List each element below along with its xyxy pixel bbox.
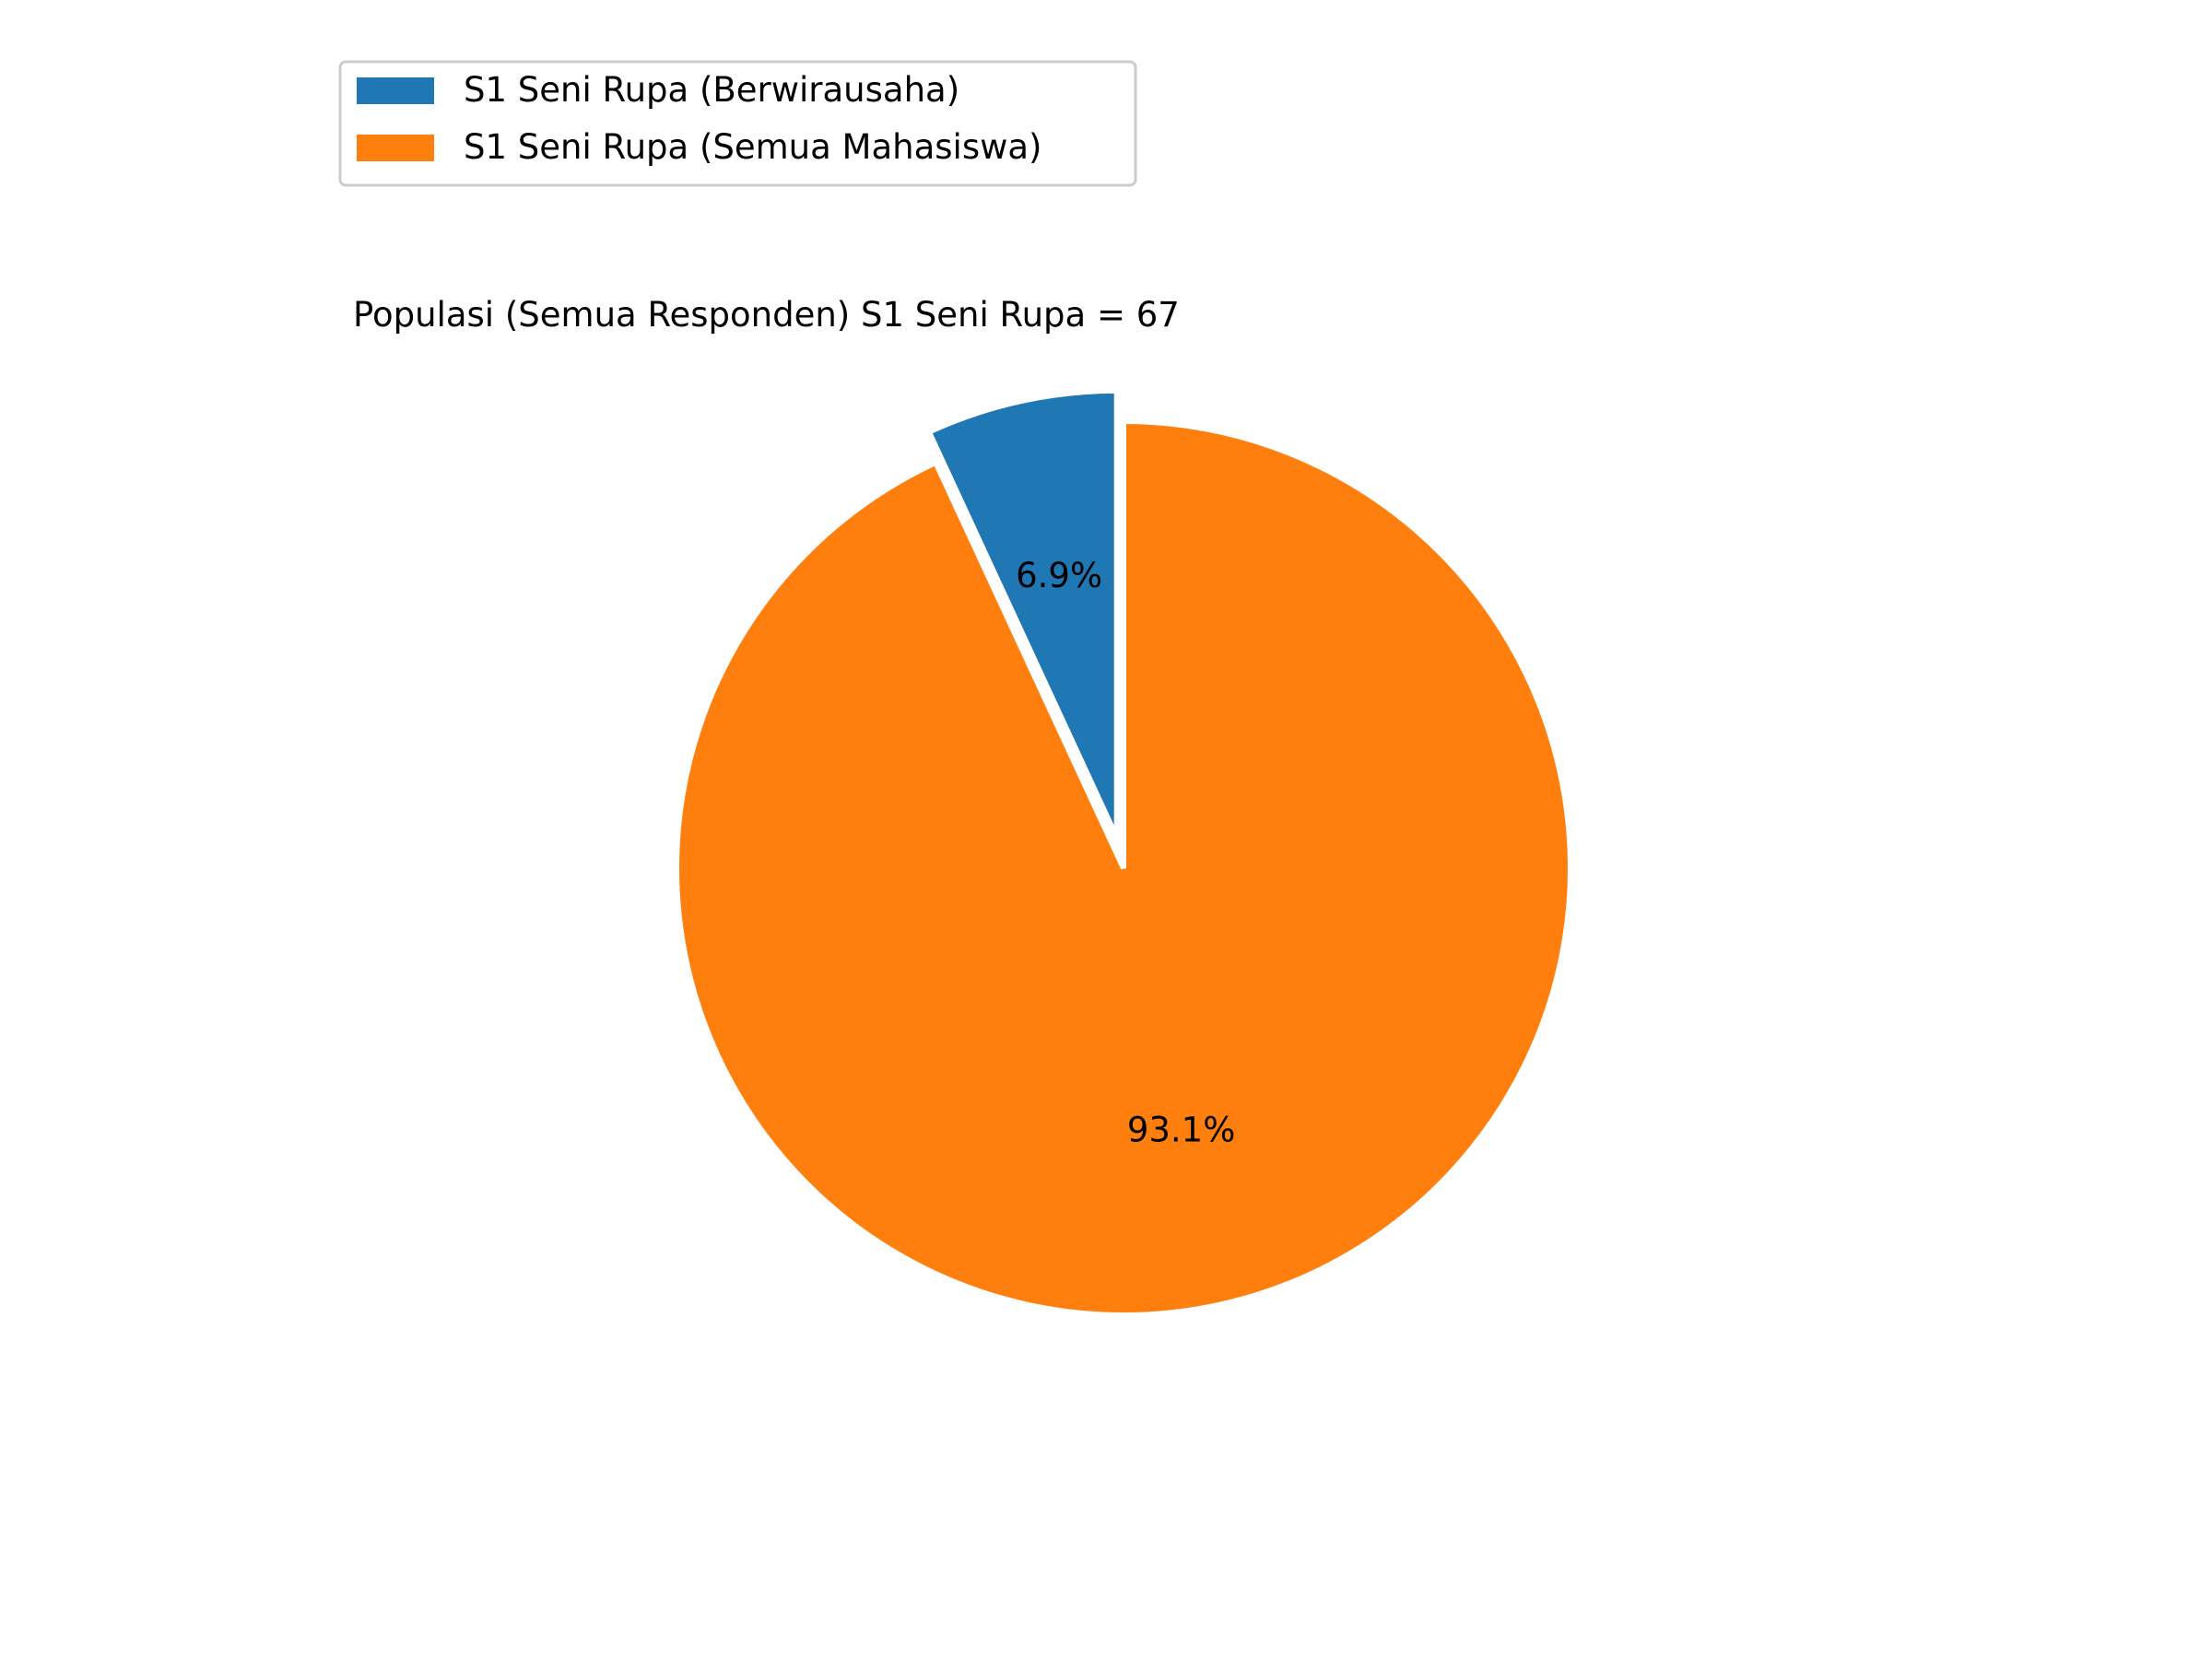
pie-slices xyxy=(674,387,1573,1318)
pie-value-label-berwirausaha: 6.9% xyxy=(1016,556,1102,595)
pie-value-label-semua-mahasiswa: 93.1% xyxy=(1127,1111,1236,1150)
pie-slice-semua-mahasiswa xyxy=(674,418,1573,1318)
legend: S1 Seni Rupa (Berwirausaha) S1 Seni Rupa… xyxy=(338,60,1137,187)
chart-title: Populasi (Semua Responden) S1 Seni Rupa … xyxy=(353,295,1180,335)
legend-box xyxy=(338,60,1137,187)
pie-value-labels: 6.9% 93.1% xyxy=(1016,556,1235,1150)
legend-label-berwirausaha: S1 Seni Rupa (Berwirausaha) xyxy=(464,70,959,110)
pie-slice-berwirausaha xyxy=(924,387,1120,840)
legend-swatch-berwirausaha xyxy=(357,77,434,104)
legend-swatch-semua-mahasiswa xyxy=(357,135,434,161)
legend-label-semua-mahasiswa: S1 Seni Rupa (Semua Mahasiswa) xyxy=(464,127,1041,167)
